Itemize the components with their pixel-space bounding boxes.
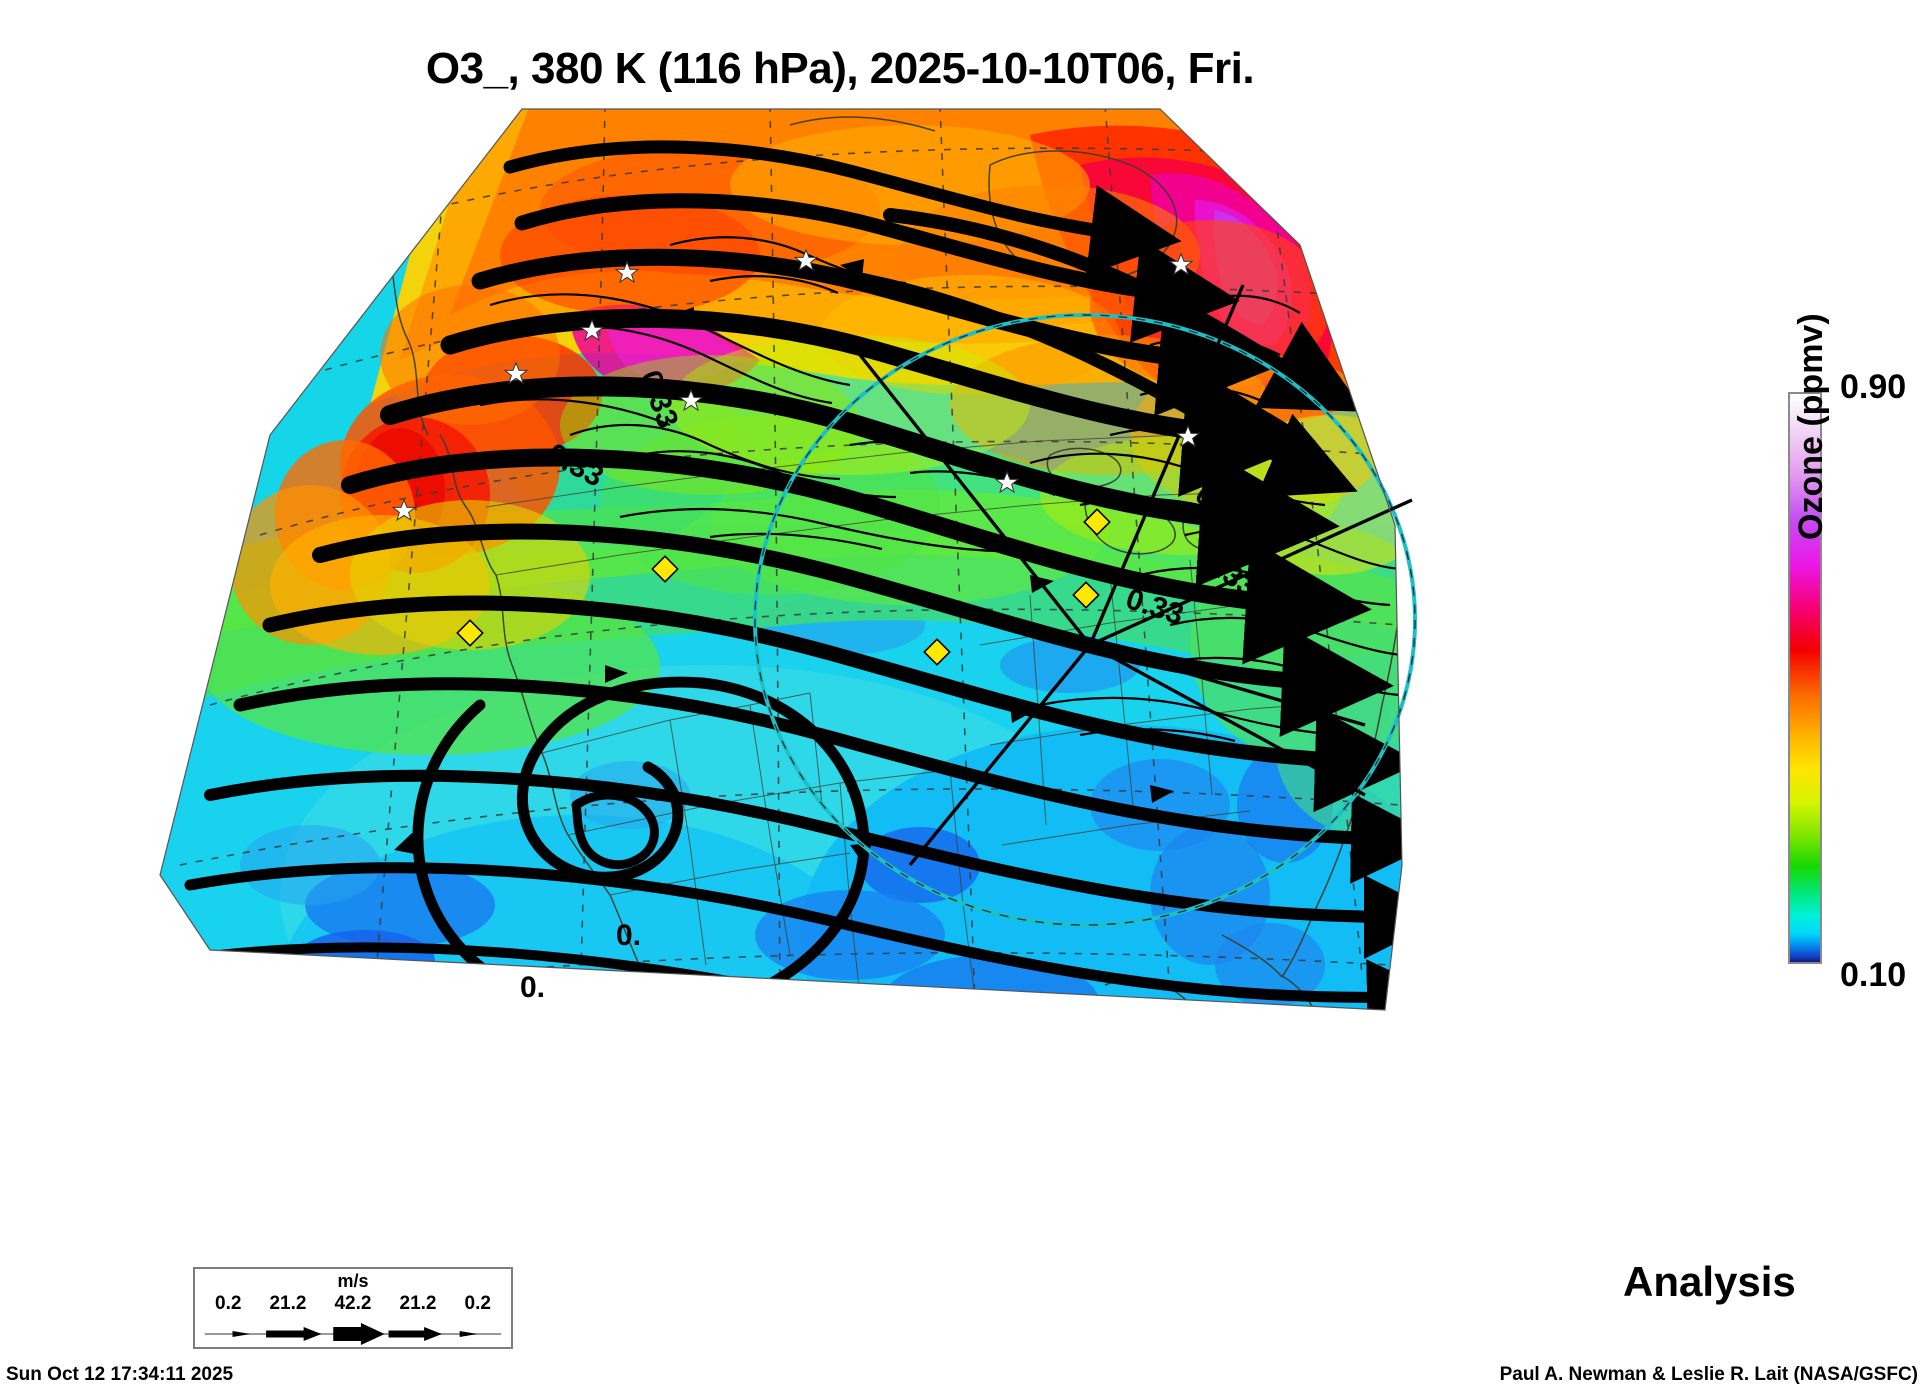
site-markers[interactable] xyxy=(391,248,1201,666)
ozone-map-svg[interactable]: 0.330.330.330.330.330.0. xyxy=(150,105,1680,1225)
colorbar[interactable] xyxy=(1788,392,1822,964)
colorbar-axis-label: Ozone (ppmv) xyxy=(1792,313,1830,540)
timestamp-label: Sun Oct 12 17:34:11 2025 xyxy=(6,1364,234,1385)
analysis-label: Analysis xyxy=(1623,1258,1796,1305)
page-title: O3_, 380 K (116 hPa), 2025-10-10T06, Fri… xyxy=(425,44,1255,93)
wind-speed-legend: m/s 0.2 21.2 42.2 21.2 0.2 xyxy=(193,1267,513,1349)
yellow-diamond-marker[interactable] xyxy=(456,508,1111,666)
contour-value-label: 0. xyxy=(520,971,545,1004)
wind-tick-label: 0.2 xyxy=(215,1293,242,1314)
wind-tick-label: 42.2 xyxy=(334,1293,372,1314)
credit-label: Paul A. Newman & Leslie R. Lait (NASA/GS… xyxy=(1499,1364,1918,1385)
colorbar-min-label: 0.10 xyxy=(1840,956,1907,994)
wind-tick-label: 21.2 xyxy=(269,1293,307,1314)
wind-tick-label: 21.2 xyxy=(399,1293,437,1314)
wind-units-label: m/s xyxy=(337,1271,369,1291)
map-plot-area[interactable]: 0.33 0.33 0.33 0.33 0.33 0. 0. xyxy=(150,105,1680,1225)
wind-streamlines xyxy=(175,140,1402,1010)
range-ring xyxy=(753,313,1417,927)
wind-tick-label: 0.2 xyxy=(464,1293,491,1314)
colorbar-gradient xyxy=(1790,394,1820,962)
contour-value-label: 0. xyxy=(616,919,641,952)
wind-tick-labels: 0.2 21.2 42.2 21.2 0.2 xyxy=(195,1293,511,1315)
colorbar-max-label: 0.90 xyxy=(1840,368,1907,406)
ozone-filled-contours xyxy=(160,109,1402,1010)
wind-arrow-scale xyxy=(204,1323,502,1345)
radial-track-lines xyxy=(858,284,1413,867)
white-star-marker[interactable] xyxy=(391,248,1201,522)
